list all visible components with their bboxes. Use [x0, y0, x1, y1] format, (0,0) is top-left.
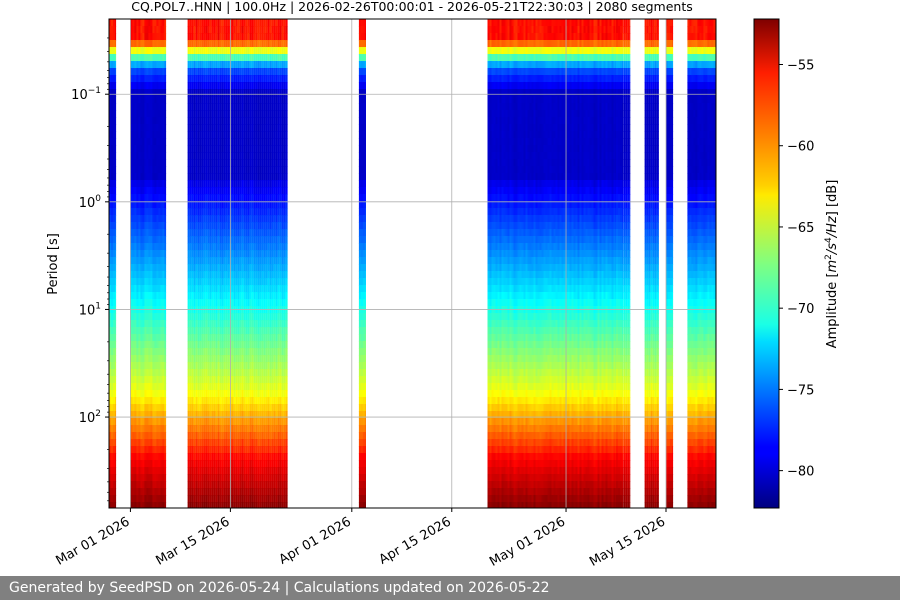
colorbar-tick-label: −55 [787, 58, 814, 73]
psd-data-segment [487, 19, 616, 508]
plot-area [108, 18, 717, 509]
y-tick-label: 10−1 [71, 86, 101, 103]
psd-data-segment [687, 19, 716, 508]
y-axis-label: Period [s] [46, 233, 61, 295]
x-tick-label: May 01 2026 [487, 514, 568, 569]
colorbar: −55 −60 −65 −70 −75 −80 Amplitude [m2/s4/Hz] … [753, 18, 840, 509]
psd-data-segment [358, 19, 366, 508]
psd-data-segment [187, 19, 288, 508]
psd-data-segment [666, 19, 674, 508]
colorbar-tick-label: −60 [787, 140, 814, 155]
x-tick-label: Apr 01 2026 [277, 514, 354, 567]
footer-text: Generated by SeedPSD on 2026-05-24 | Cal… [9, 580, 550, 596]
x-tick-label: Mar 01 2026 [54, 514, 133, 568]
colorbar-tick-label: −75 [787, 383, 814, 398]
footer-bar: Generated by SeedPSD on 2026-05-24 | Cal… [0, 576, 900, 600]
x-tick-label: Apr 15 2026 [377, 514, 454, 567]
y-axis: 10−1 100 101 102 [71, 37, 109, 502]
chart-title: CQ.POL7..HNN | 100.0Hz | 2026-02-26T00:0… [131, 0, 693, 14]
psd-data-segment [623, 19, 631, 508]
psd-chart: CQ.POL7..HNN | 100.0Hz | 2026-02-26T00:0… [46, 0, 840, 570]
psd-data-segment [109, 19, 117, 508]
colorbar-tick-label: −70 [787, 302, 814, 317]
x-tick-label: May 15 2026 [587, 514, 668, 569]
colorbar-label: Amplitude [m2/s4/Hz] [dB] [824, 180, 840, 349]
colorbar-tick-label: −80 [787, 465, 814, 480]
y-tick-label: 100 [79, 194, 102, 211]
psd-data-segment [644, 19, 659, 508]
x-tick-label: Mar 15 2026 [154, 514, 233, 568]
psd-data-segment [616, 19, 624, 508]
y-tick-label: 101 [79, 301, 101, 318]
x-axis: Mar 01 2026 Mar 15 2026 Apr 01 2026 Apr 15 … [54, 508, 668, 570]
colorbar-gradient [753, 18, 780, 509]
psd-data-segment [130, 19, 167, 508]
y-tick-label: 102 [79, 409, 101, 426]
colorbar-tick-label: −65 [787, 221, 814, 236]
